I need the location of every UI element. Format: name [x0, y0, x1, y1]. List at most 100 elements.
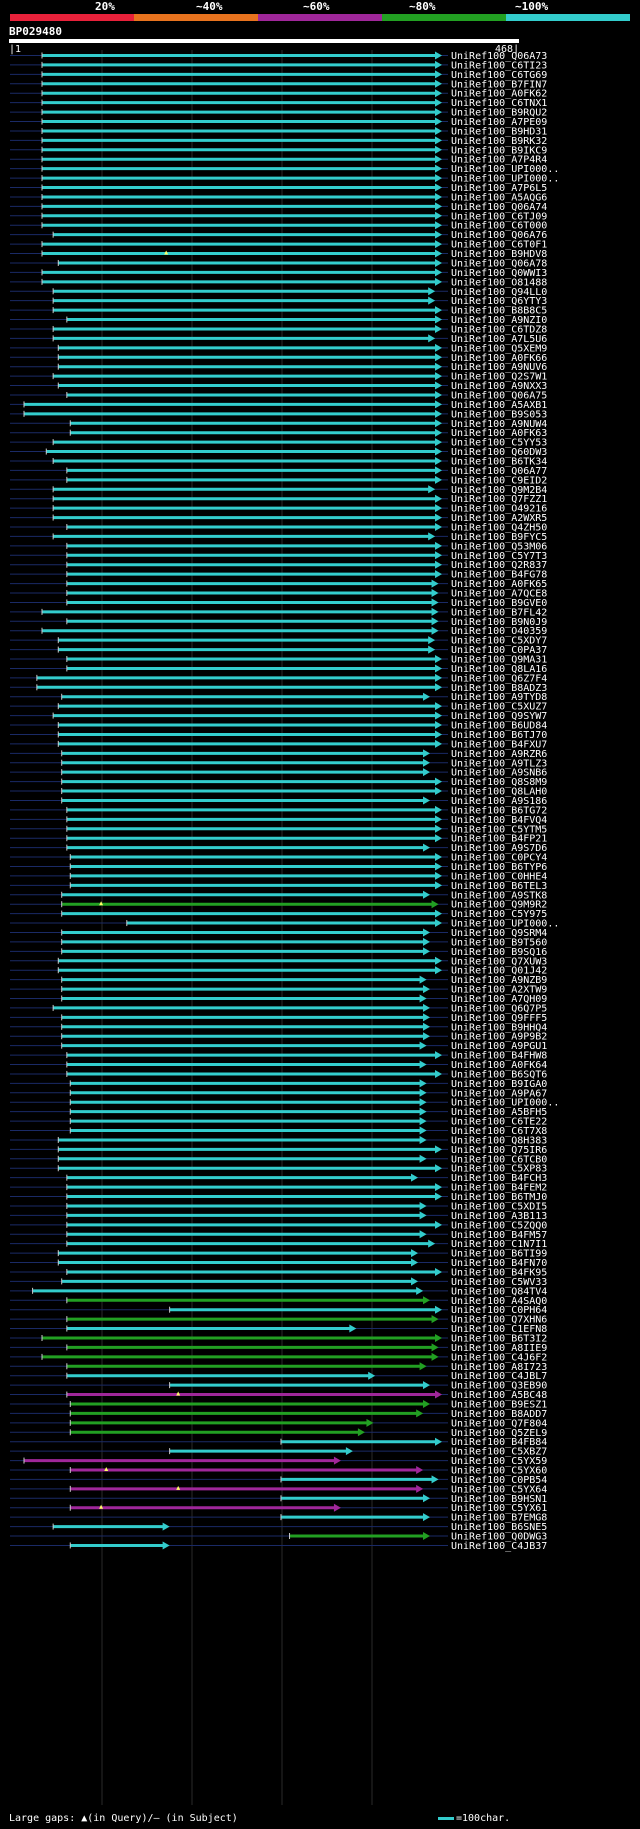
hit-row[interactable]: UniRef100_Q9SRM4	[10, 928, 547, 939]
hit-label[interactable]: UniRef100_B9HD31	[451, 126, 547, 137]
hit-row[interactable]: UniRef100_B4FM57	[10, 1230, 547, 1241]
hit-row[interactable]: UniRef100_B6TI99	[10, 1249, 547, 1260]
hit-label[interactable]: UniRef100_B6TJ70	[451, 730, 547, 741]
hit-row[interactable]: UniRef100_Q9M2B4	[10, 485, 547, 496]
hit-row[interactable]: UniRef100_B9SQ16	[10, 947, 547, 958]
hit-label[interactable]: UniRef100_C6TNX1	[451, 98, 547, 109]
hit-label[interactable]: UniRef100_C4J6F2	[451, 1352, 547, 1363]
hit-row[interactable]: UniRef100_UPI000..	[10, 1098, 559, 1109]
hit-row[interactable]: UniRef100_A9NXX3	[10, 381, 547, 392]
hit-row[interactable]: UniRef100_B9RQU2	[10, 108, 547, 119]
hit-row[interactable]: UniRef100_B7FL42	[10, 607, 547, 618]
hit-label[interactable]: UniRef100_C5XP83	[451, 1164, 547, 1175]
hit-row[interactable]: UniRef100_A7QCE8	[10, 589, 547, 600]
hit-label[interactable]: UniRef100_Q6Q7P5	[451, 1003, 547, 1014]
hit-row[interactable]: UniRef100_C0PA37	[10, 645, 547, 656]
hit-label[interactable]: UniRef100_A5AQG6	[451, 192, 547, 203]
hit-row[interactable]: UniRef100_B9HD31	[10, 126, 547, 137]
hit-label[interactable]: UniRef100_Q06A77	[451, 466, 547, 477]
hit-label[interactable]: UniRef100_C5YTM5	[451, 824, 547, 835]
hit-row[interactable]: UniRef100_C6TG69	[10, 70, 547, 81]
hit-label[interactable]: UniRef100_B8B8C5	[451, 306, 547, 317]
hit-label[interactable]: UniRef100_B6UD84	[451, 721, 547, 732]
hit-row[interactable]: UniRef100_A9S186	[10, 796, 547, 807]
hit-row[interactable]: UniRef100_B4FHW8	[10, 1051, 547, 1062]
hit-row[interactable]: UniRef100_B4FB84	[10, 1437, 547, 1448]
hit-row[interactable]: UniRef100_A9NZB9	[10, 975, 547, 986]
hit-row[interactable]: UniRef100_C4JB37	[10, 1541, 547, 1552]
hit-row[interactable]: UniRef100_A9S7D6	[10, 843, 547, 854]
hit-row[interactable]: UniRef100_Q2S7W1	[10, 372, 547, 383]
hit-label[interactable]: UniRef100_B4FCH3	[451, 1173, 547, 1184]
hit-label[interactable]: UniRef100_B6TI99	[451, 1249, 547, 1260]
hit-row[interactable]: UniRef100_A0FK65	[10, 579, 547, 590]
hit-label[interactable]: UniRef100_Q4ZH50	[451, 523, 547, 534]
hit-label[interactable]: UniRef100_Q84TV4	[451, 1286, 547, 1297]
hit-label[interactable]: UniRef100_C0PCY4	[451, 853, 547, 864]
hit-label[interactable]: UniRef100_Q6YTY3	[451, 296, 547, 307]
hit-row[interactable]: UniRef100_Q7F804	[10, 1418, 547, 1429]
hit-label[interactable]: UniRef100_C1EFN8	[451, 1324, 547, 1335]
hit-label[interactable]: UniRef100_O40359	[451, 626, 547, 637]
hit-row[interactable]: UniRef100_B9HHQ4	[10, 1022, 547, 1033]
hit-label[interactable]: UniRef100_C6T000	[451, 221, 547, 232]
hit-label[interactable]: UniRef100_Q60DW3	[451, 447, 547, 458]
hit-row[interactable]: UniRef100_A7P6L5	[10, 183, 547, 194]
hit-row[interactable]: UniRef100_Q8LA16	[10, 664, 547, 675]
hit-row[interactable]: UniRef100_Q9SYW7	[10, 711, 547, 722]
hit-row[interactable]: UniRef100_A5BFH5	[10, 1107, 547, 1118]
hit-row[interactable]: UniRef100_C5YX61	[10, 1503, 547, 1514]
hit-label[interactable]: UniRef100_C5YY53	[451, 438, 547, 449]
hit-row[interactable]: UniRef100_A2WXR5	[10, 513, 547, 524]
hit-row[interactable]: UniRef100_C5XBZ7	[10, 1447, 547, 1458]
hit-label[interactable]: UniRef100_B6TEL3	[451, 881, 547, 892]
hit-label[interactable]: UniRef100_C0PA37	[451, 645, 547, 656]
hit-label[interactable]: UniRef100_A9NUV6	[451, 362, 547, 373]
hit-row[interactable]: UniRef100_A9NUV6	[10, 362, 547, 373]
hit-row[interactable]: UniRef100_C6T0F1	[10, 240, 547, 251]
hit-label[interactable]: UniRef100_A7QH09	[451, 994, 547, 1005]
hit-label[interactable]: UniRef100_Q06A78	[451, 258, 547, 269]
hit-row[interactable]: UniRef100_A9PGU1	[10, 1041, 547, 1052]
hit-row[interactable]: UniRef100_B9FYC5	[10, 532, 547, 543]
hit-row[interactable]: UniRef100_B4FK95	[10, 1267, 547, 1278]
hit-label[interactable]: UniRef100_C6TJ09	[451, 211, 547, 222]
hit-label[interactable]: UniRef100_C5XUZ7	[451, 702, 547, 713]
hit-label[interactable]: UniRef100_A0FK64	[451, 1060, 547, 1071]
hit-row[interactable]: UniRef100_Q8LAH0	[10, 787, 547, 798]
hit-row[interactable]: UniRef100_Q6YTY3	[10, 296, 547, 307]
hit-label[interactable]: UniRef100_Q0WWI3	[451, 268, 547, 279]
hit-row[interactable]: UniRef100_B9N0J9	[10, 617, 547, 628]
hit-row[interactable]: UniRef100_B8ADD7	[10, 1409, 547, 1420]
hit-label[interactable]: UniRef100_C6TI23	[451, 60, 547, 71]
hit-label[interactable]: UniRef100_B9RQU2	[451, 108, 547, 119]
hit-row[interactable]: UniRef100_O49216	[10, 504, 547, 515]
hit-label[interactable]: UniRef100_Q2R837	[451, 560, 547, 571]
hit-label[interactable]: UniRef100_A7P6L5	[451, 183, 547, 194]
hit-label[interactable]: UniRef100_C0PH64	[451, 1305, 547, 1316]
hit-label[interactable]: UniRef100_A5BFH5	[451, 1107, 547, 1118]
hit-row[interactable]: UniRef100_B6SQT6	[10, 1069, 547, 1080]
hit-label[interactable]: UniRef100_C5YX61	[451, 1503, 547, 1514]
hit-label[interactable]: UniRef100_A8I723	[451, 1362, 547, 1373]
hit-row[interactable]: UniRef100_C0PCY4	[10, 853, 547, 864]
hit-label[interactable]: UniRef100_B9RK32	[451, 136, 547, 147]
hit-label[interactable]: UniRef100_Q7XHN6	[451, 1315, 547, 1326]
hit-row[interactable]: UniRef100_B4FG78	[10, 570, 547, 581]
hit-label[interactable]: UniRef100_B7FIN7	[451, 79, 547, 90]
hit-row[interactable]: UniRef100_B6T3I2	[10, 1333, 547, 1344]
hit-row[interactable]: UniRef100_C1EFN8	[10, 1324, 547, 1335]
hit-label[interactable]: UniRef100_C5WV33	[451, 1277, 547, 1288]
hit-label[interactable]: UniRef100_UPI000..	[451, 1098, 559, 1109]
hit-row[interactable]: UniRef100_B9HSN1	[10, 1494, 547, 1505]
hit-label[interactable]: UniRef100_B6T3I2	[451, 1333, 547, 1344]
hit-row[interactable]: UniRef100_Q8H383	[10, 1135, 547, 1146]
hit-row[interactable]: UniRef100_Q06A78	[10, 258, 547, 269]
hit-label[interactable]: UniRef100_B9FYC5	[451, 532, 547, 543]
hit-row[interactable]: UniRef100_A8IIE9	[10, 1343, 547, 1354]
hit-row[interactable]: UniRef100_UPI000..	[10, 174, 559, 185]
hit-row[interactable]: UniRef100_C5YY53	[10, 438, 547, 449]
hit-row[interactable]: UniRef100_Q06A76	[10, 230, 547, 241]
hit-row[interactable]: UniRef100_Q8S8M9	[10, 777, 547, 788]
hit-label[interactable]: UniRef100_C6T7X8	[451, 1126, 547, 1137]
